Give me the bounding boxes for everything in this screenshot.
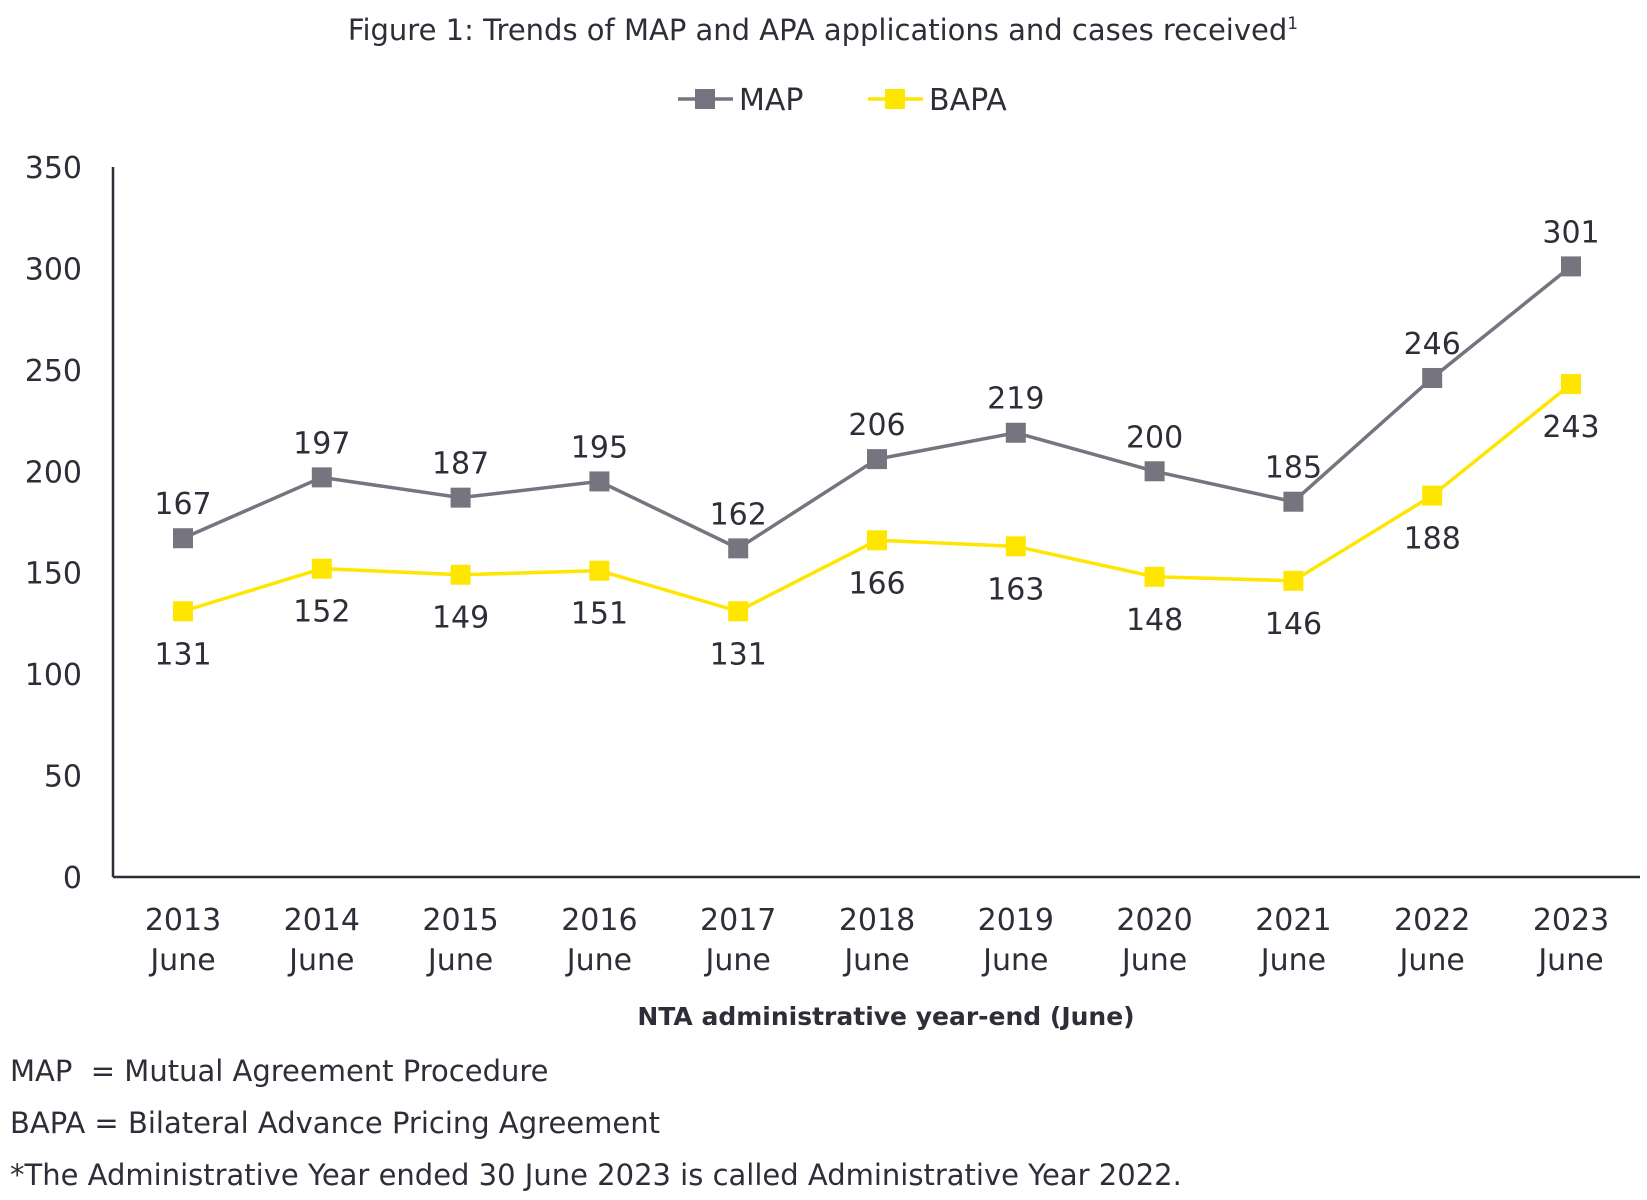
map-marker — [173, 528, 193, 549]
bapa-data-label: 131 — [710, 637, 767, 672]
x-tick-label-month: June — [1259, 943, 1326, 978]
x-tick-label-year: 2022 — [1394, 903, 1470, 938]
legend-map-label: MAP — [739, 83, 804, 118]
map-marker — [1422, 367, 1443, 388]
bapa-marker — [1005, 536, 1026, 557]
bapa-data-label: 131 — [154, 637, 211, 672]
bapa-data-label: 148 — [1126, 603, 1183, 638]
bapa-data-label: 149 — [432, 601, 489, 636]
x-axis-title: NTA administrative year-end (June) — [637, 1002, 1134, 1031]
x-tick-label-year: 2018 — [839, 903, 915, 938]
y-tick-label: 0 — [63, 861, 82, 896]
x-tick-label-month: June — [426, 943, 493, 978]
x-tick-label-month: June — [287, 943, 354, 978]
map-data-label: 195 — [571, 430, 628, 465]
x-tick-label-month: June — [1536, 943, 1603, 978]
x-tick-label-year: 2017 — [700, 903, 776, 938]
y-tick-label: 50 — [44, 760, 82, 795]
map-data-label: 197 — [293, 426, 350, 461]
x-tick-label-year: 2015 — [422, 903, 498, 938]
x-tick-label-month: June — [565, 943, 632, 978]
bapa-marker — [1422, 485, 1443, 506]
bapa-marker — [728, 601, 749, 622]
bapa-marker — [311, 558, 332, 579]
map-marker — [589, 471, 610, 492]
series-group: 167 197 187 195 162 206 219 200 185 246 301 131 152 1… — [154, 215, 1599, 672]
y-tick-label: 100 — [25, 658, 82, 693]
map-data-label: 185 — [1265, 451, 1322, 486]
x-tick-label-year: 2016 — [561, 903, 637, 938]
map-marker — [867, 449, 887, 470]
x-tick-label-month: June — [1398, 943, 1465, 978]
y-tick-label: 200 — [25, 455, 82, 490]
bapa-marker — [1283, 570, 1304, 591]
map-marker — [1561, 256, 1581, 277]
map-marker — [1144, 461, 1165, 482]
x-tick-label-month: June — [704, 943, 771, 978]
bapa-data-label: 188 — [1404, 522, 1461, 557]
map-marker — [728, 538, 749, 559]
axes: 0 50 100 150 200 250 300 350 2013 June 2014 June 201… — [25, 151, 1640, 978]
legend-bapa-label: BAPA — [929, 83, 1007, 118]
footnote-bapa: BAPA = Bilateral Advance Pricing Agreeme… — [10, 1106, 660, 1140]
footnote-admin-year: *The Administrative Year ended 30 June 2… — [10, 1158, 1182, 1192]
map-data-label: 167 — [154, 487, 211, 522]
map-marker — [1005, 422, 1026, 443]
bapa-marker — [589, 560, 610, 581]
x-tick-label-year: 2020 — [1116, 903, 1192, 938]
x-tick-label-month: June — [842, 943, 909, 978]
footnote-map: MAP = Mutual Agreement Procedure — [10, 1054, 549, 1088]
bapa-marker — [1561, 374, 1581, 395]
x-tick-label-year: 2023 — [1533, 903, 1609, 938]
chart-title: Figure 1: Trends of MAP and APA applicat… — [348, 13, 1298, 47]
y-tick-label: 250 — [25, 354, 82, 389]
bapa-data-label: 152 — [293, 595, 350, 630]
x-tick-label-month: June — [981, 943, 1048, 978]
map-data-label: 219 — [987, 382, 1044, 417]
x-tick-label-month: June — [1120, 943, 1187, 978]
bapa-data-label: 166 — [848, 566, 905, 601]
map-data-label: 162 — [710, 497, 767, 532]
x-tick-label-year: 2021 — [1255, 903, 1331, 938]
bapa-data-label: 151 — [571, 597, 628, 632]
bapa-marker — [450, 564, 471, 585]
map-marker — [450, 487, 471, 508]
legend-bapa-marker — [885, 89, 905, 109]
map-data-label: 200 — [1126, 420, 1183, 455]
map-data-label: 187 — [432, 447, 489, 482]
bapa-data-label: 243 — [1542, 410, 1599, 445]
map-data-label: 301 — [1542, 215, 1599, 250]
legend: MAP BAPA — [678, 83, 1007, 118]
map-data-label: 246 — [1404, 327, 1461, 362]
x-tick-label-year: 2014 — [284, 903, 360, 938]
y-tick-label: 300 — [25, 252, 82, 287]
y-tick-label: 150 — [25, 557, 82, 592]
legend-map-marker — [695, 89, 715, 109]
bapa-marker — [867, 530, 887, 551]
x-tick-label-month: June — [148, 943, 215, 978]
bapa-data-label: 146 — [1265, 607, 1322, 642]
map-data-label: 206 — [848, 408, 905, 443]
bapa-data-label: 163 — [987, 572, 1044, 607]
map-marker — [1283, 491, 1304, 512]
bapa-marker — [1144, 566, 1165, 587]
x-tick-label-year: 2013 — [145, 903, 221, 938]
bapa-marker — [173, 601, 193, 622]
y-tick-label: 350 — [25, 151, 82, 186]
x-tick-label-year: 2019 — [978, 903, 1054, 938]
map-marker — [311, 467, 332, 488]
